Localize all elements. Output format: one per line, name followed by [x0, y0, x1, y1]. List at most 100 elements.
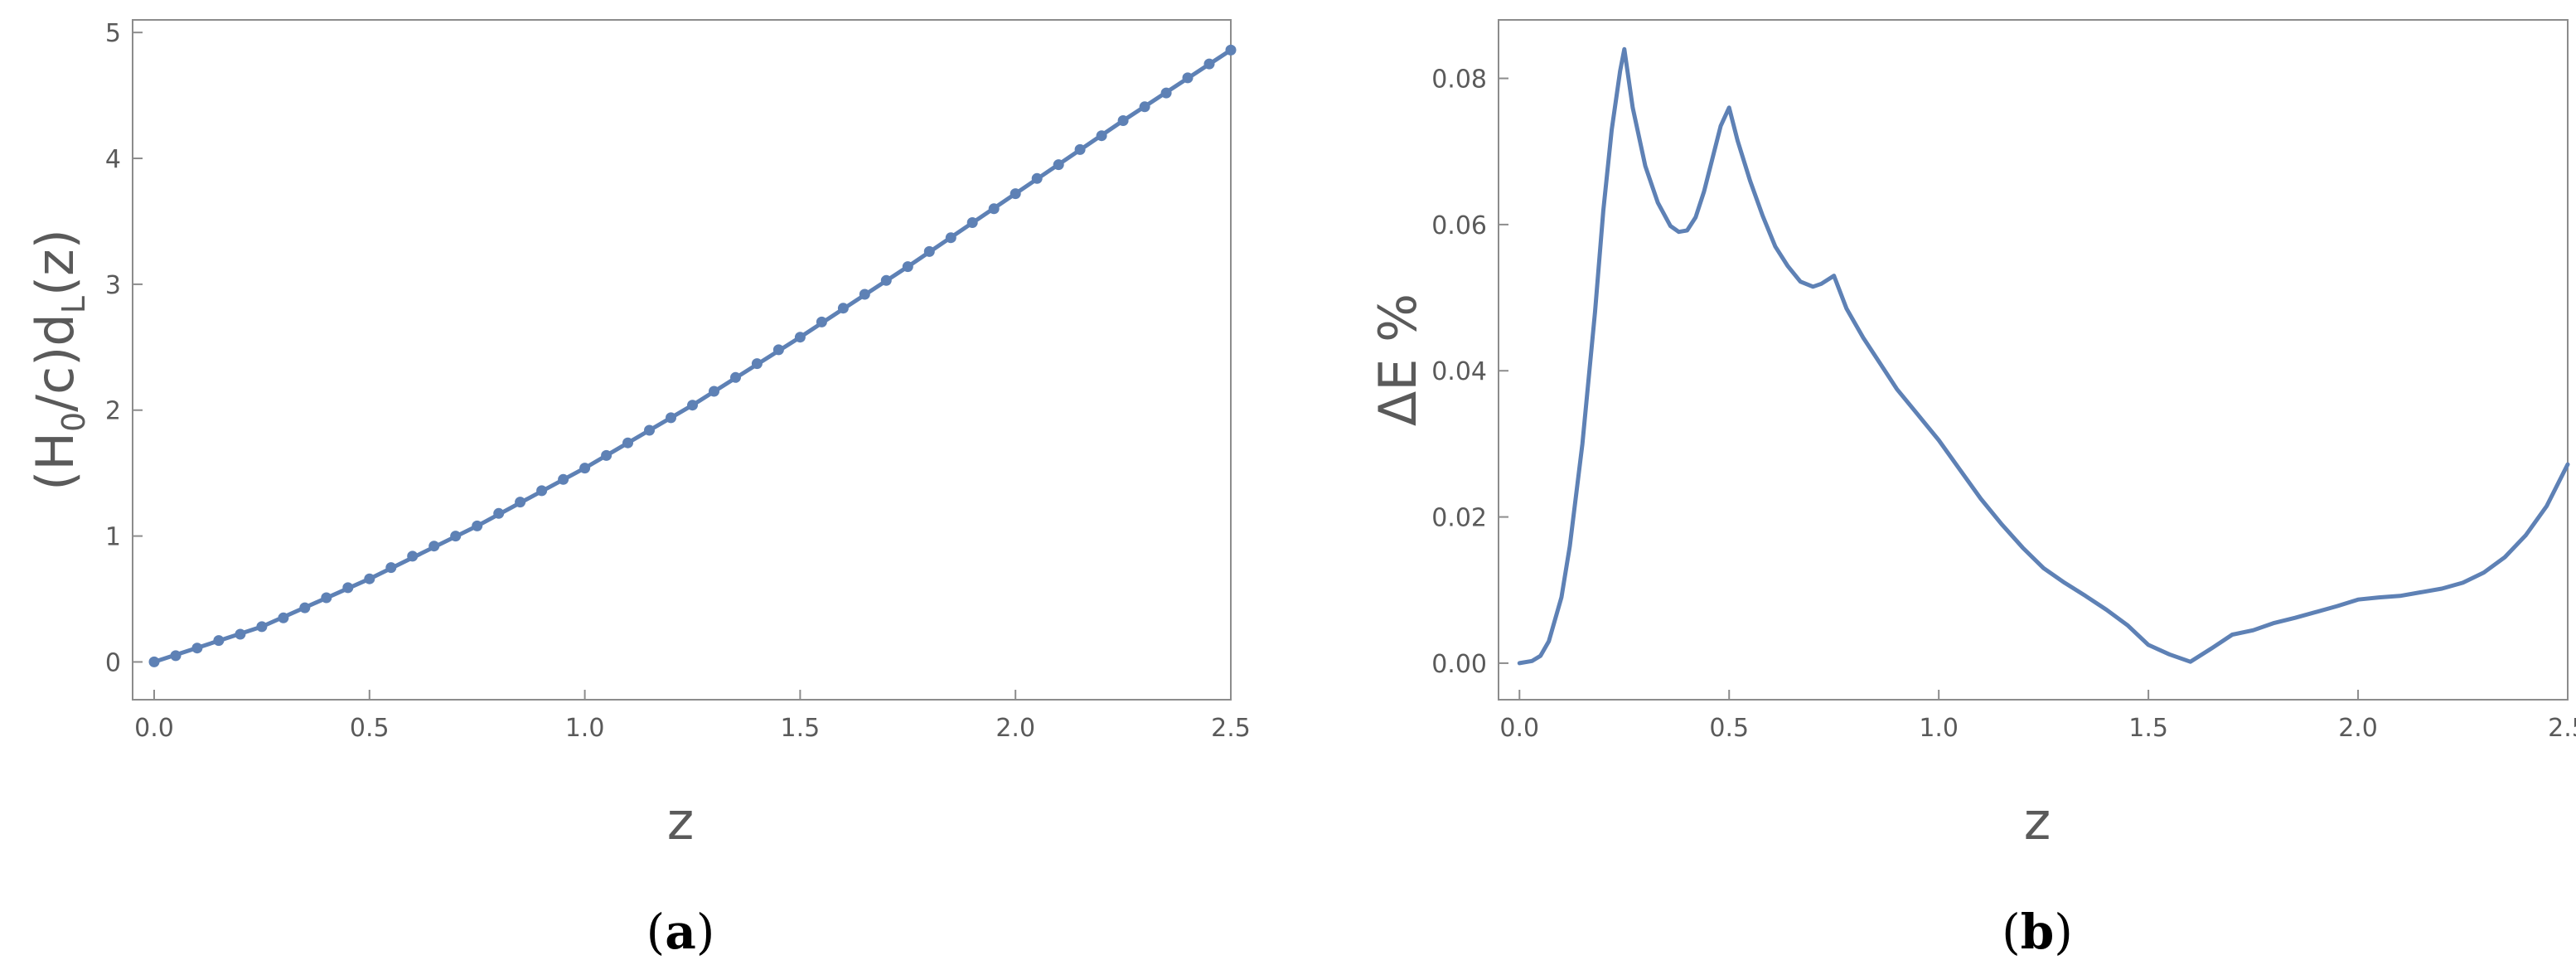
panel-a-data-point — [794, 332, 806, 343]
panel-a-plot-area — [148, 44, 1237, 667]
panel-a-data-point — [923, 245, 935, 257]
panel-a-data-point — [1053, 159, 1064, 171]
panel-a-y-tick-label: 3 — [105, 271, 121, 300]
panel-a-data-point — [472, 520, 483, 531]
panel-a-data-point — [493, 507, 505, 519]
panel-b-chart: 0.0 0.5 1.0 1.5 2.0 2.5 0.00 0.02 0.04 0.06 0.08 z… — [1368, 19, 2576, 960]
panel-a-data-point — [1182, 72, 1194, 84]
panel-a-data-point — [945, 232, 956, 244]
panel-a-data-point — [299, 602, 311, 613]
panel-b-x-tick-label: 2.0 — [2338, 714, 2378, 743]
panel-a-data-point — [385, 562, 397, 574]
panel-a-y-label-subL: L — [56, 296, 92, 313]
panel-a-data-point — [837, 303, 849, 314]
panel-b-y-axis-label: ΔE % — [1368, 293, 1428, 426]
panel-a-caption-open: ( — [646, 904, 666, 960]
panel-b-caption-letter: b — [2021, 904, 2055, 960]
panel-b-ticks: 0.0 0.5 1.0 1.5 2.0 2.5 0.00 0.02 0.04 0.06 0.08 — [1431, 65, 2576, 743]
panel-a-data-point — [429, 541, 440, 552]
panel-a-data-point — [170, 650, 182, 662]
panel-a-data-point — [709, 386, 719, 397]
panel-a-ticks: 0.0 0.5 1.0 1.5 2.0 2.5 0 1 2 3 4 5 — [105, 19, 1251, 743]
panel-a-series-line — [152, 47, 1233, 664]
panel-b-y-tick-label: 0.06 — [1431, 211, 1487, 240]
panel-a-data-point — [515, 497, 526, 508]
panel-a-data-point — [859, 289, 870, 300]
panel-b-x-tick-label: 1.5 — [2128, 714, 2168, 743]
panel-b-x-tick-label: 1.0 — [1919, 714, 1959, 743]
panel-b-caption-open: ( — [2002, 904, 2021, 960]
panel-b-x-tick-label: 2.5 — [2548, 714, 2576, 743]
panel-a-caption-letter: a — [665, 904, 696, 960]
panel-b-y-tick-label: 0.02 — [1431, 504, 1487, 533]
panel-a-y-tick-label: 2 — [105, 397, 121, 426]
panel-a-data-point — [988, 203, 1000, 215]
panel-a-data-point — [1139, 101, 1150, 113]
panel-a-data-point — [902, 261, 913, 273]
panel-a-data-point — [1010, 188, 1021, 200]
panel-b-y-tick-label: 0.04 — [1431, 357, 1487, 386]
panel-a-data-point — [148, 656, 160, 667]
panel-a-x-tick-label: 0.5 — [350, 714, 390, 743]
panel-a-x-axis-label: z — [667, 791, 695, 851]
panel-a-data-point — [364, 573, 375, 584]
panel-a-data-point — [579, 463, 591, 474]
panel-a-x-tick-label: 1.5 — [781, 714, 821, 743]
panel-a-data-point — [687, 400, 698, 411]
panel-b-y-tick-label: 0.00 — [1431, 650, 1487, 679]
panel-a-data-point — [666, 412, 676, 424]
panel-a-data-point — [1203, 58, 1215, 70]
panel-a-data-point — [342, 582, 354, 594]
panel-a-data-point — [772, 344, 784, 356]
panel-a-y-label-sub0: 0 — [56, 412, 92, 432]
panel-a-data-point — [751, 358, 763, 370]
panel-a-data-point — [235, 628, 246, 640]
panel-b-x-axis-label: z — [2024, 791, 2051, 851]
panel-a-data-point — [213, 635, 225, 647]
panel-b-x-tick-label: 0.0 — [1499, 714, 1539, 743]
panel-b-plot-area — [1517, 46, 2570, 666]
panel-a-caption-close: ) — [696, 904, 715, 960]
panel-a-x-tick-label: 1.0 — [565, 714, 605, 743]
panel-a-data-point — [730, 371, 741, 383]
panel-b-frame — [1498, 19, 2569, 701]
panel-a-data-point — [880, 274, 892, 286]
panel-a-data-point — [407, 550, 419, 562]
panel-a-y-tick-label: 1 — [105, 523, 121, 552]
panel-a-y-tick-label: 4 — [105, 145, 121, 174]
panel-a-y-label-prefix: (H — [25, 432, 85, 491]
panel-a-frame — [132, 19, 1232, 701]
panel-a-y-label-suffix: (z) — [25, 229, 85, 296]
panel-a-y-label-mid: /c)d — [25, 313, 85, 412]
panel-a-data-point — [450, 531, 462, 542]
panel-a-data-point — [816, 316, 827, 327]
panel-a-y-tick-label: 0 — [105, 648, 121, 677]
panel-a-data-point — [558, 473, 569, 485]
panel-a-data-point — [1225, 44, 1237, 56]
panel-a-data-point — [966, 217, 978, 228]
panel-a-data-point — [1096, 130, 1107, 142]
panel-a-data-point — [278, 612, 289, 623]
panel-a-data-point — [601, 449, 613, 461]
panel-b-caption-close: ) — [2054, 904, 2073, 960]
panel-a-data-point — [191, 643, 203, 654]
panel-a-data-point — [536, 485, 548, 497]
panel-b-caption: (b) — [2002, 904, 2073, 960]
panel-a-data-point — [321, 592, 332, 604]
panel-a-data-point — [1117, 115, 1129, 126]
panel-a-x-tick-label: 2.5 — [1211, 714, 1251, 743]
panel-b-series-line — [1517, 46, 2570, 666]
panel-a-data-point — [1031, 172, 1043, 184]
panel-a-data-point — [1160, 87, 1172, 99]
panel-a-x-tick-label: 0.0 — [134, 714, 174, 743]
panel-a-data-point — [644, 424, 655, 436]
panel-a-caption: (a) — [646, 904, 715, 960]
panel-a-data-point — [256, 621, 268, 633]
panel-a-data-point — [622, 437, 633, 449]
panel-a-x-tick-label: 2.0 — [995, 714, 1035, 743]
panel-a-data-point — [1074, 143, 1086, 155]
panel-b-x-tick-label: 0.5 — [1709, 714, 1749, 743]
panel-a-y-tick-label: 5 — [105, 19, 121, 48]
